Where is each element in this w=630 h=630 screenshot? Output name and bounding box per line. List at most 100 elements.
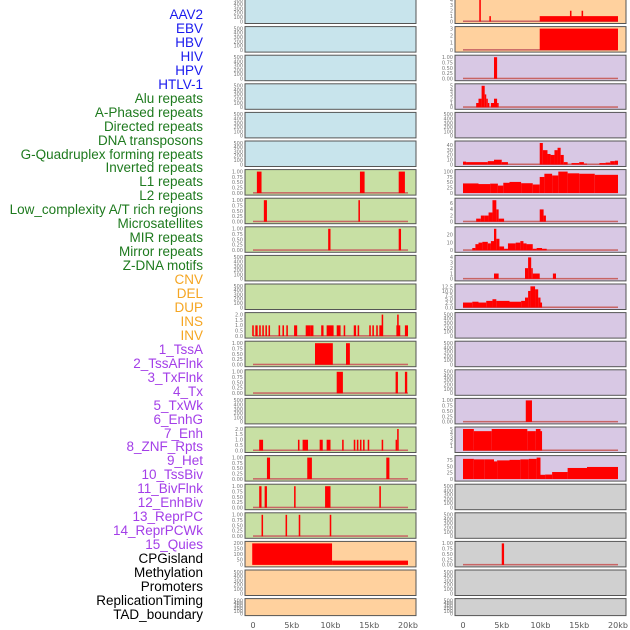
track-panel (244, 397, 417, 425)
track-label: Methylation (133, 565, 203, 580)
signal-bar (397, 429, 399, 451)
y-tick-label: 1.00 (232, 370, 243, 376)
signal-bar (539, 28, 618, 51)
signal-bar (294, 325, 298, 337)
y-tick-label: 300 (443, 378, 453, 384)
signal-bar (552, 472, 568, 480)
y-tick-label: 100 (443, 387, 453, 393)
y-tick-label: 200 (233, 39, 243, 45)
y-tick-label: 0.75 (232, 489, 243, 495)
signal-bar (256, 171, 262, 194)
signal-bar (298, 514, 301, 537)
y-tick-label: 500 (443, 484, 453, 490)
signal-bar (487, 161, 494, 165)
y-tick-label: 0 (450, 363, 453, 369)
signal-bar (478, 242, 483, 251)
signal-bar (356, 439, 359, 451)
signal-bar (265, 325, 267, 337)
y-tick-label: 400 (233, 59, 243, 65)
y-tick-label: 100 (233, 552, 243, 558)
y-tick-label: 400 (443, 574, 453, 580)
signal-bar (315, 343, 333, 365)
signal-bar (326, 439, 331, 451)
y-tick-label: 2.5 (445, 301, 453, 307)
signal-bar (528, 290, 531, 308)
y-tick-label: 200 (443, 526, 453, 532)
signal-bar (367, 439, 370, 451)
track-label: Promoters (140, 578, 203, 594)
signal-bar (463, 458, 474, 480)
y-tick-label: 0.50 (232, 352, 243, 358)
signal-bar (579, 173, 595, 194)
signal-bar (579, 162, 584, 165)
signal-bar (484, 215, 489, 222)
track-panel (454, 111, 627, 139)
y-tick-label: 0.25 (442, 71, 453, 77)
signal-bar (329, 514, 332, 537)
y-tick-label: 400 (233, 117, 243, 123)
track-panel (244, 111, 417, 139)
track-panel (244, 54, 417, 82)
track-label: L2 repeats (139, 188, 203, 204)
x-tick-label: 0 (460, 621, 465, 630)
signal-bar (379, 486, 381, 508)
signal-bar (466, 162, 479, 165)
signal-bar (404, 371, 408, 394)
track-panel (244, 598, 417, 617)
track-label-column: AAV2 EBV HBV HIV HPV HTLV-1 Alu repeats A-Phase… (0, 0, 203, 630)
track-panel (244, 83, 417, 110)
signal-bar (494, 273, 499, 279)
y-tick-label: 2 (450, 9, 453, 15)
y-tick-label: 100 (443, 501, 453, 507)
signal-bar (509, 181, 522, 194)
track-label: ReplicationTiming (96, 592, 203, 608)
signal-bar (560, 154, 564, 165)
y-tick-label: 1 (450, 14, 453, 20)
y-tick-label: 0 (450, 591, 453, 597)
y-tick-label: 200 (233, 11, 243, 17)
y-tick-label: 1.00 (232, 455, 243, 461)
y-tick-label: 100 (233, 587, 243, 593)
track-label: 2_TssAFlnk (133, 355, 203, 371)
y-tick-label: 400 (443, 117, 453, 123)
signal-bar (332, 560, 408, 565)
y-tick-label: 300 (233, 92, 243, 98)
signal-bar (521, 300, 525, 308)
signal-bar (538, 297, 541, 308)
signal-bar (539, 209, 544, 222)
y-tick-label: 0.25 (232, 243, 243, 249)
y-tick-label: 100 (233, 15, 243, 21)
y-tick-label: 200 (443, 583, 453, 589)
y-tick-label: 500 (443, 598, 453, 604)
y-tick-label: 0.75 (232, 518, 243, 524)
y-tick-label: 0.25 (232, 357, 243, 363)
track-panel (244, 26, 417, 53)
y-tick-label: 1.0 (235, 323, 243, 329)
y-tick-label: 1.00 (232, 169, 243, 175)
signal-bar (530, 286, 536, 308)
signal-bar (369, 325, 371, 337)
y-tick-label: 100 (233, 301, 243, 307)
signal-bar (463, 429, 474, 451)
signal-bar (358, 200, 360, 222)
signal-bar (492, 299, 497, 308)
y-tick-label: 3 (450, 3, 453, 9)
y-tick-label: 0.25 (232, 529, 243, 535)
signal-bar (297, 439, 300, 451)
y-tick-label: 100 (443, 169, 453, 175)
y-tick-label: 500 (233, 0, 243, 4)
signal-bar (499, 246, 505, 251)
signal-bar (525, 297, 529, 308)
signal-bar (463, 183, 479, 194)
y-tick-label: 500 (233, 84, 243, 90)
signal-bar (550, 154, 555, 165)
y-tick-label: 0 (240, 277, 243, 283)
track-label: HTLV-1 (158, 76, 203, 92)
signal-bar (583, 163, 587, 165)
signal-bar (496, 300, 510, 308)
signal-bar (262, 325, 264, 337)
y-tick-label: 0.5 (235, 329, 243, 335)
signal-bar (463, 161, 467, 165)
track-baseline (463, 77, 618, 80)
track-panel (454, 312, 627, 339)
